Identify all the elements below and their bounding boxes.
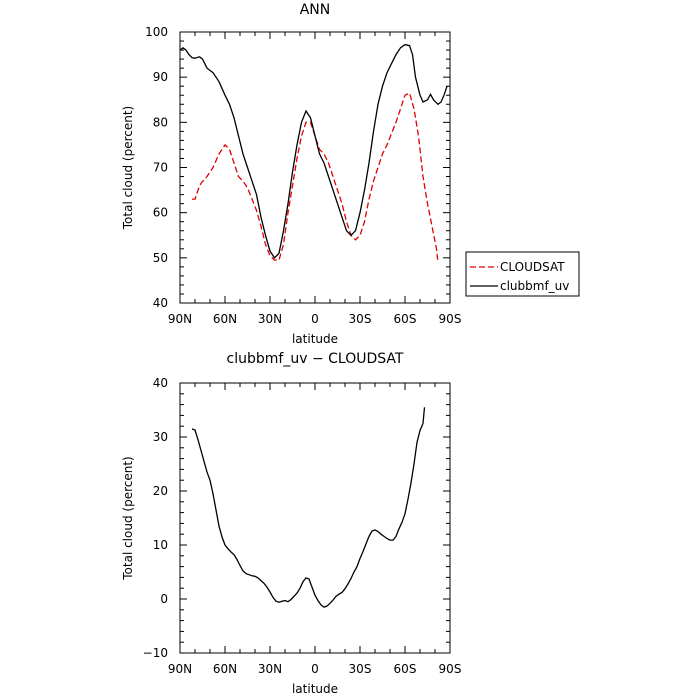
x-tick-label: 90S: [439, 662, 462, 676]
x-tick-label: 60S: [394, 312, 417, 326]
bottom-panel: 90N 60N 30N 0 30S 60S 90S −10 0 10 20 30 40 clubbmf_u…: [121, 351, 461, 696]
y-tick-label: 20: [153, 484, 168, 498]
y-tick-label: −10: [143, 646, 168, 660]
x-tick-label: 30S: [349, 662, 372, 676]
x-tick-label: 0: [311, 662, 319, 676]
legend-box: [465, 251, 580, 297]
x-axis-label: latitude: [292, 682, 338, 696]
x-tick-label: 60S: [394, 662, 417, 676]
y-tick-label: 30: [153, 430, 168, 444]
x-axis-label: latitude: [292, 332, 338, 346]
y-tick-label: 50: [153, 251, 168, 265]
x-tick-label: 30S: [349, 312, 372, 326]
top-panel: 90N 60N 30N 0 30S 60S 90S 40 50 60 70 80 90 100 ANN lat…: [121, 2, 580, 346]
x-tick-label: 60N: [213, 312, 237, 326]
y-tick-label: 70: [153, 161, 168, 175]
legend: CLOUDSAT clubbmf_uv: [465, 251, 580, 297]
x-tick-label: 60N: [213, 662, 237, 676]
x-tick-label: 90N: [168, 662, 192, 676]
x-tick-label: 30N: [258, 312, 282, 326]
x-tick-label: 90S: [439, 312, 462, 326]
series-line-difference: [191, 407, 426, 608]
legend-entry: CLOUDSAT: [500, 260, 565, 274]
y-tick-label: 40: [153, 376, 168, 390]
series-line-cloudsat: [192, 92, 439, 263]
y-axis-label: Total cloud (percent): [121, 456, 135, 580]
chart-title: ANN: [300, 2, 331, 18]
y-tick-label: 80: [153, 115, 168, 129]
series-line-clubbmf-uv: [179, 43, 448, 259]
x-tick-label: 0: [311, 312, 319, 326]
y-axis-label: Total cloud (percent): [121, 106, 135, 230]
y-tick-label: 100: [145, 25, 168, 39]
x-tick-label: 90N: [168, 312, 192, 326]
x-tick-label: 30N: [258, 662, 282, 676]
chart-title: clubbmf_uv − CLOUDSAT: [227, 351, 404, 367]
y-tick-label: 10: [153, 538, 168, 552]
plot-frame: [179, 31, 451, 304]
y-tick-label: 0: [160, 592, 168, 606]
legend-entry: clubbmf_uv: [500, 279, 569, 293]
plot-frame: [179, 382, 451, 654]
y-tick-label: 90: [153, 70, 168, 84]
y-tick-label: 40: [153, 296, 168, 310]
y-tick-label: 60: [153, 206, 168, 220]
